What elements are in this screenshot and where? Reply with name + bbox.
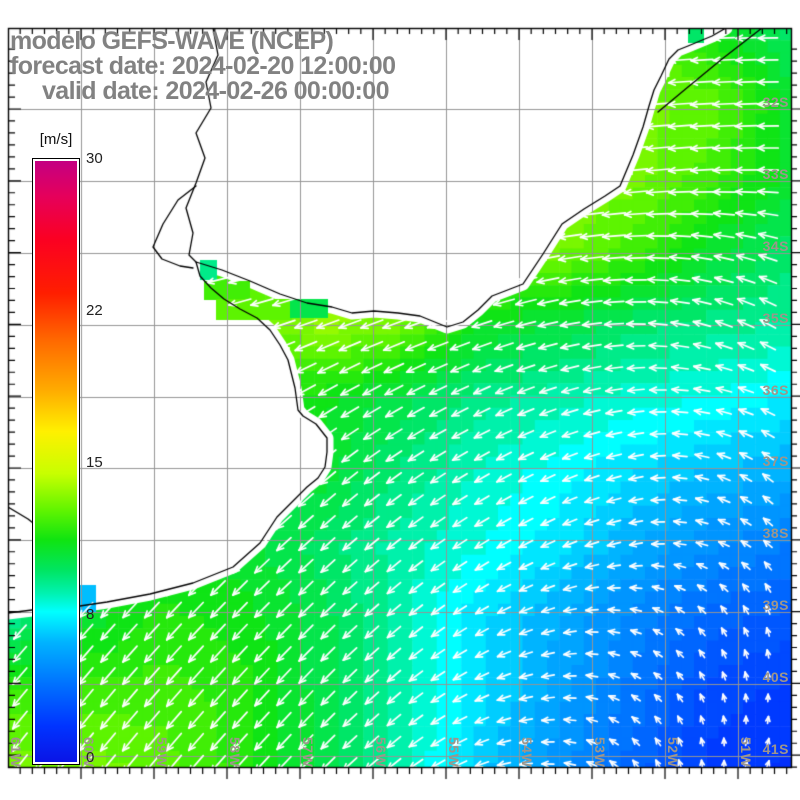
colorbar-tick-15: 15	[86, 454, 103, 471]
lat-label-40S: 40S	[762, 669, 789, 685]
lat-label-33S: 33S	[762, 166, 789, 182]
lat-label-36S: 36S	[762, 382, 789, 398]
lat-label-37S: 37S	[762, 453, 789, 469]
lon-label-59W: 59W	[154, 737, 170, 768]
colorbar-tick-30: 30	[86, 150, 103, 167]
lat-label-35S: 35S	[762, 310, 789, 326]
valid-date-line: valid date: 2024-02-26 00:00:00	[42, 77, 390, 105]
title-block: modelo GEFS-WAVE (NCEP) forecast date: 2…	[10, 27, 396, 105]
lon-label-54W: 54W	[519, 737, 535, 768]
lat-label-41S: 41S	[762, 741, 789, 757]
colorbar-tick-0: 0	[86, 749, 95, 766]
colorbar-tick-22: 22	[86, 302, 103, 319]
colorbar	[32, 158, 80, 765]
colorbar-gradient	[35, 161, 77, 762]
forecast-date-line: forecast date: 2024-02-20 12:00:00	[10, 52, 396, 80]
lat-label-39S: 39S	[762, 597, 789, 613]
lon-label-57W: 57W	[300, 737, 316, 768]
colorbar-unit-label: [m/s]	[39, 131, 73, 148]
model-title: modelo GEFS-WAVE (NCEP)	[10, 27, 334, 55]
lat-label-34S: 34S	[762, 238, 789, 254]
lon-label-53W: 53W	[592, 737, 608, 768]
colorbar-tick-8: 8	[86, 606, 95, 623]
lon-label-56W: 56W	[373, 737, 389, 768]
lon-label-55W: 55W	[446, 737, 462, 768]
lon-label-52W: 52W	[665, 737, 681, 768]
lon-label-58W: 58W	[227, 737, 243, 768]
lon-label-61W: 61W	[8, 737, 24, 768]
lat-label-32S: 32S	[762, 94, 789, 110]
lat-label-38S: 38S	[762, 525, 789, 541]
lon-label-51W: 51W	[738, 737, 754, 768]
